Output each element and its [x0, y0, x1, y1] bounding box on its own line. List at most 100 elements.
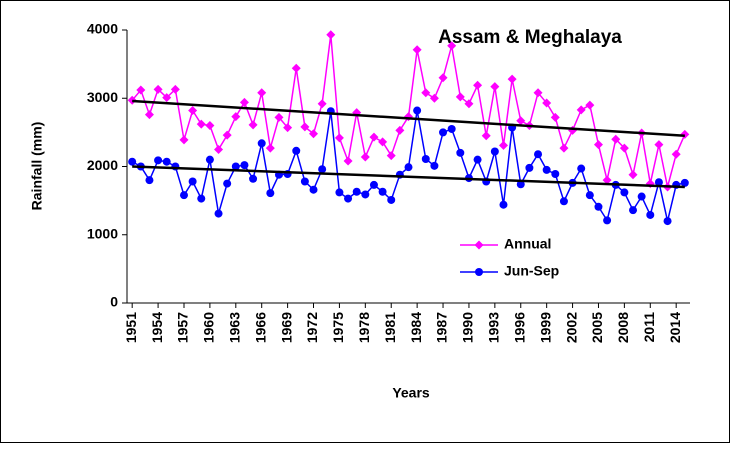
x-tick-label: 1957: [175, 312, 191, 343]
circle-marker: [594, 202, 603, 211]
diamond-marker: [395, 125, 405, 135]
diamond-marker: [654, 140, 664, 150]
diamond-marker: [576, 105, 586, 115]
diamond-marker: [542, 98, 552, 108]
x-tick-label: 1960: [201, 312, 217, 343]
diamond-marker: [136, 85, 146, 95]
x-axis-label: Years: [392, 385, 430, 401]
circle-marker: [456, 148, 465, 157]
circle-marker: [680, 178, 689, 187]
diamond-marker: [188, 106, 198, 116]
circle-marker: [654, 178, 663, 187]
circle-marker: [473, 155, 482, 164]
circle-marker: [387, 195, 396, 204]
circle-marker: [179, 191, 188, 200]
circle-marker: [292, 146, 301, 155]
x-tick-label: 1987: [434, 312, 450, 343]
diamond-marker: [507, 74, 517, 84]
x-tick-label: 2014: [667, 312, 683, 343]
x-tick-label: 1990: [460, 312, 476, 343]
circle-marker: [249, 174, 258, 183]
diamond-marker: [317, 99, 327, 109]
circle-marker: [257, 139, 266, 148]
diamond-marker: [473, 80, 483, 90]
diamond-marker: [378, 137, 388, 147]
circle-marker: [413, 106, 422, 115]
circle-marker: [603, 216, 612, 225]
diamond-marker: [619, 143, 629, 153]
circle-marker: [128, 157, 137, 166]
circle-marker: [344, 194, 353, 203]
circle-marker: [439, 128, 448, 137]
x-tick-label: 1969: [278, 312, 294, 343]
circle-marker: [447, 124, 456, 133]
circle-marker: [534, 150, 543, 159]
x-tick-label: 1999: [537, 312, 553, 343]
diamond-marker: [438, 73, 448, 83]
x-tick-label: 1966: [252, 312, 268, 343]
circle-marker: [421, 154, 430, 163]
x-tick-label: 1996: [511, 312, 527, 343]
legend-label: Jun-Sep: [504, 263, 559, 279]
diamond-marker: [602, 175, 612, 185]
circle-marker: [335, 188, 344, 197]
x-tick-label: 1954: [149, 312, 165, 343]
circle-marker: [145, 176, 154, 185]
circle-marker: [361, 190, 370, 199]
x-tick-label: 1993: [486, 312, 502, 343]
circle-marker: [197, 194, 206, 203]
diamond-marker: [550, 112, 560, 122]
diamond-marker: [205, 121, 215, 131]
chart-title: Assam & Meghalaya: [438, 27, 622, 48]
diamond-marker: [369, 132, 379, 142]
circle-marker: [430, 161, 439, 170]
circle-marker: [663, 217, 672, 226]
x-tick-label: 1975: [330, 312, 346, 343]
diamond-marker: [455, 92, 465, 102]
diamond-marker: [498, 140, 508, 150]
circle-marker: [231, 162, 240, 171]
circle-marker: [646, 210, 655, 219]
circle-marker: [585, 191, 594, 200]
diamond-marker: [170, 84, 180, 94]
diamond-marker: [326, 30, 336, 40]
circle-marker: [404, 163, 413, 172]
diamond-marker: [429, 93, 439, 103]
diamond-marker: [162, 93, 172, 103]
diamond-marker: [671, 149, 681, 159]
diamond-marker: [196, 119, 206, 129]
x-tick-label: 2005: [589, 312, 605, 343]
x-tick-label: 2011: [641, 312, 657, 343]
legend-label: Annual: [504, 236, 551, 252]
diamond-marker: [222, 130, 232, 140]
y-tick-label: 0: [110, 294, 118, 310]
circle-marker: [369, 180, 378, 189]
circle-marker: [516, 180, 525, 189]
diamond-marker: [265, 143, 275, 153]
diamond-marker: [127, 95, 137, 105]
diamond-marker: [490, 82, 500, 92]
legend-marker: [475, 268, 483, 276]
diamond-marker: [628, 170, 638, 180]
diamond-marker: [421, 88, 431, 98]
diamond-marker: [343, 156, 353, 166]
x-tick-label: 1978: [356, 312, 372, 343]
circle-marker: [154, 156, 163, 165]
diamond-marker: [153, 84, 163, 94]
diamond-marker: [585, 100, 595, 110]
x-tick-label: 1981: [382, 312, 398, 343]
diamond-marker: [386, 151, 396, 161]
legend-marker: [474, 240, 484, 250]
circle-marker: [214, 209, 223, 218]
circle-marker: [318, 165, 327, 174]
circle-marker: [300, 177, 309, 186]
circle-marker: [499, 200, 508, 209]
circle-marker: [629, 206, 638, 215]
diamond-marker: [179, 135, 189, 145]
circle-marker: [188, 177, 197, 186]
trend-line: [132, 165, 685, 189]
circle-marker: [637, 192, 646, 201]
diamond-marker: [274, 112, 284, 122]
diamond-marker: [533, 88, 543, 98]
